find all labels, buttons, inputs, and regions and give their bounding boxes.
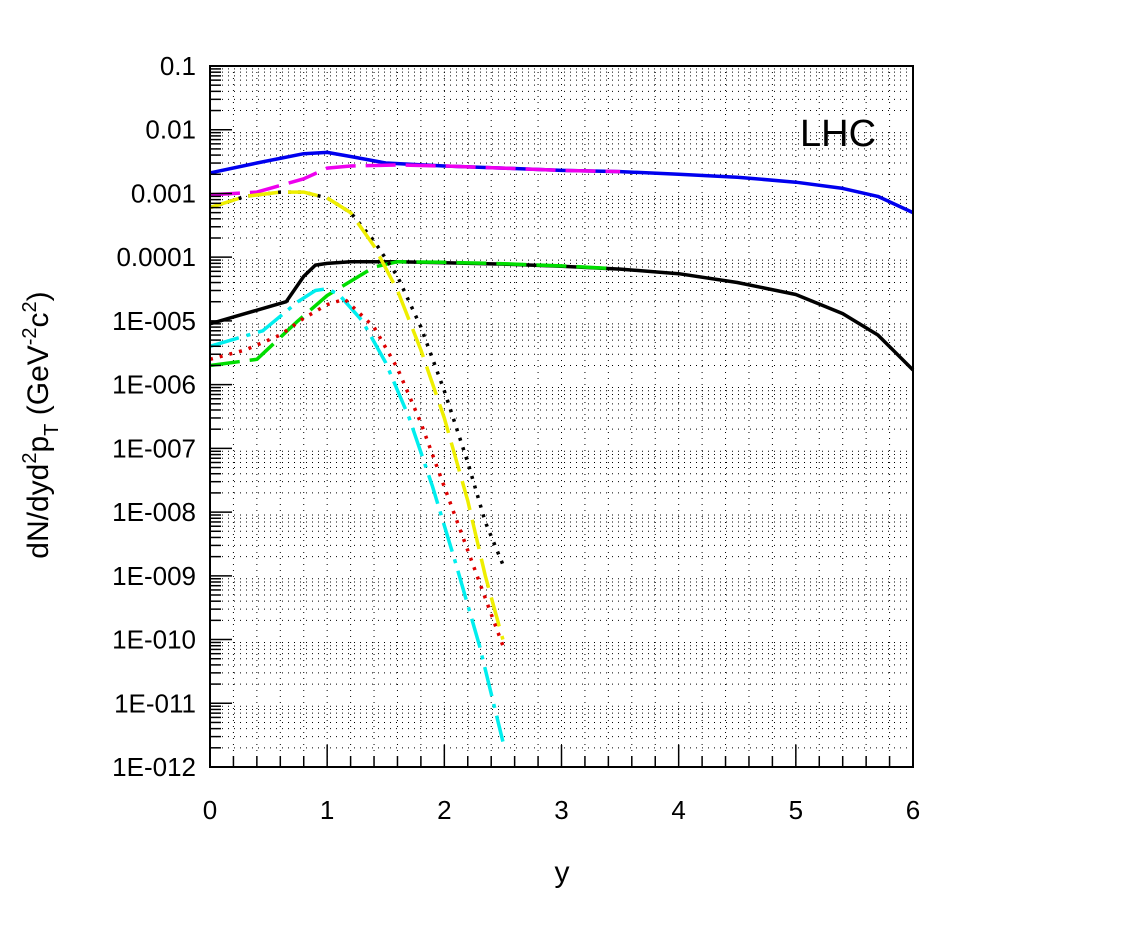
y-axis-label-c: c [22, 312, 55, 327]
y-tick-label: 1E-012 [112, 752, 196, 782]
series-line-0 [209, 150, 914, 215]
x-axis-label: y [555, 856, 570, 889]
y-axis-label-sup1: 2 [19, 453, 41, 464]
x-tick-label: 3 [554, 795, 568, 825]
y-tick-label: 1E-008 [112, 497, 196, 527]
y-tick-label: 1E-009 [112, 561, 196, 591]
series-line-3 [209, 259, 609, 368]
series-layer [209, 150, 915, 743]
y-tick-label: 1E-006 [112, 370, 196, 400]
y-axis-label-sub: T [41, 424, 63, 436]
ticks [209, 65, 914, 768]
y-axis-label-p: p [22, 436, 55, 453]
x-tick-label: 1 [320, 795, 334, 825]
y-tick-label: 1E-007 [112, 433, 196, 463]
series-line-5 [209, 190, 505, 640]
y-tick-label: 0.001 [131, 178, 196, 208]
y-axis-label-open: (GeV [22, 345, 55, 423]
series-line-4 [209, 190, 505, 566]
x-tick-label: 6 [906, 795, 920, 825]
y-axis-label-main: dN/dyd [22, 464, 55, 559]
tick-labels: 0 1 2 3 4 5 6 1E-012 1E-011 1E-010 1E-009 1E-008 1E-… [112, 51, 920, 825]
y-tick-label: 0.0001 [116, 242, 196, 272]
x-tick-label: 5 [789, 795, 803, 825]
series-line-7 [209, 297, 505, 647]
y-tick-label: 1E-011 [114, 688, 196, 718]
y-tick-label: 1E-010 [112, 625, 196, 655]
x-tick-label: 4 [671, 795, 685, 825]
y-axis-label-sup3: 2 [19, 301, 41, 312]
series-line-2 [209, 259, 915, 372]
x-tick-label: 0 [203, 795, 217, 825]
series-line-1 [209, 163, 621, 197]
x-tick-label: 2 [437, 795, 451, 825]
y-tick-label: 1E-005 [112, 306, 196, 336]
series-line-6 [209, 286, 505, 743]
y-tick-label: 0.01 [145, 115, 196, 145]
y-axis-label-close: ) [22, 291, 55, 301]
annotation-lhc: LHC [800, 113, 876, 155]
y-axis-label-sup2: -2 [19, 327, 41, 345]
y-tick-label: 0.1 [160, 51, 196, 81]
y-axis-label: dN/dyd2pT (GeV-2c2) [19, 291, 63, 558]
